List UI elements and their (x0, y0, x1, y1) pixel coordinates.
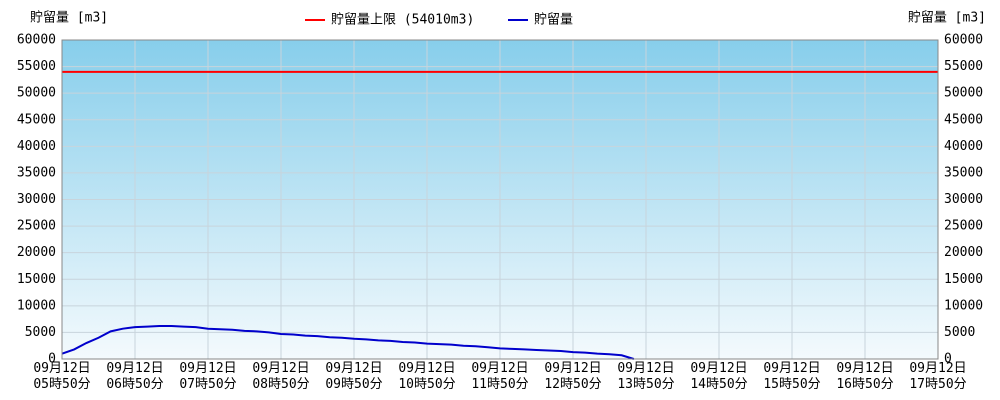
y-tick-label: 55000 (17, 59, 56, 74)
x-tick-label: 09月12日 09時50分 (325, 361, 383, 392)
legend-label: 貯留量 (534, 13, 573, 28)
legend-label: 貯留量上限 (54010m3) (331, 13, 474, 28)
x-tick-label: 09月12日 07時50分 (179, 361, 237, 392)
y2-tick-label: 25000 (944, 219, 983, 234)
y2-tick-label: 5000 (944, 325, 975, 340)
y-axis-label: 貯留量 [m3] (30, 11, 108, 26)
y-tick-label: 5000 (25, 325, 56, 340)
x-tick-label: 09月12日 16時50分 (836, 361, 894, 392)
y-tick-label: 20000 (17, 245, 56, 260)
y-tick-label: 0 (48, 352, 56, 367)
x-tick-label: 09月12日 17時50分 (909, 361, 967, 392)
y2-tick-label: 35000 (944, 165, 983, 180)
y2-tick-label: 50000 (944, 86, 983, 101)
x-tick-label: 09月12日 06時50分 (106, 361, 164, 392)
x-tick-label: 09月12日 11時50分 (471, 361, 529, 392)
x-tick-label: 09月12日 15時50分 (763, 361, 821, 392)
y2-tick-label: 45000 (944, 112, 983, 127)
y2-tick-label: 15000 (944, 272, 983, 287)
x-tick-label: 09月12日 05時50分 (33, 361, 91, 392)
y2-tick-label: 30000 (944, 192, 983, 207)
y-tick-label: 30000 (17, 192, 56, 207)
x-tick-label: 09月12日 13時50分 (617, 361, 675, 392)
x-tick-label: 09月12日 14時50分 (690, 361, 748, 392)
y-tick-label: 60000 (17, 33, 56, 48)
y2-axis-label: 貯留量 [m3] (908, 11, 986, 26)
y2-tick-label: 0 (944, 352, 952, 367)
y2-tick-label: 60000 (944, 33, 983, 48)
plot-frame (61, 39, 939, 360)
series-line (61, 325, 635, 360)
y-tick-label: 10000 (17, 298, 56, 313)
y2-tick-label: 55000 (944, 59, 983, 74)
y-tick-label: 45000 (17, 112, 56, 127)
x-tick-label: 09月12日 08時50分 (252, 361, 310, 392)
x-tick-label: 09月12日 10時50分 (398, 361, 456, 392)
y-tick-label: 40000 (17, 139, 56, 154)
y2-tick-label: 40000 (944, 139, 983, 154)
y-tick-label: 25000 (17, 219, 56, 234)
y-tick-label: 35000 (17, 165, 56, 180)
y2-tick-label: 10000 (944, 298, 983, 313)
y-tick-label: 50000 (17, 86, 56, 101)
y-tick-label: 15000 (17, 272, 56, 287)
x-tick-label: 09月12日 12時50分 (544, 361, 602, 392)
y2-tick-label: 20000 (944, 245, 983, 260)
